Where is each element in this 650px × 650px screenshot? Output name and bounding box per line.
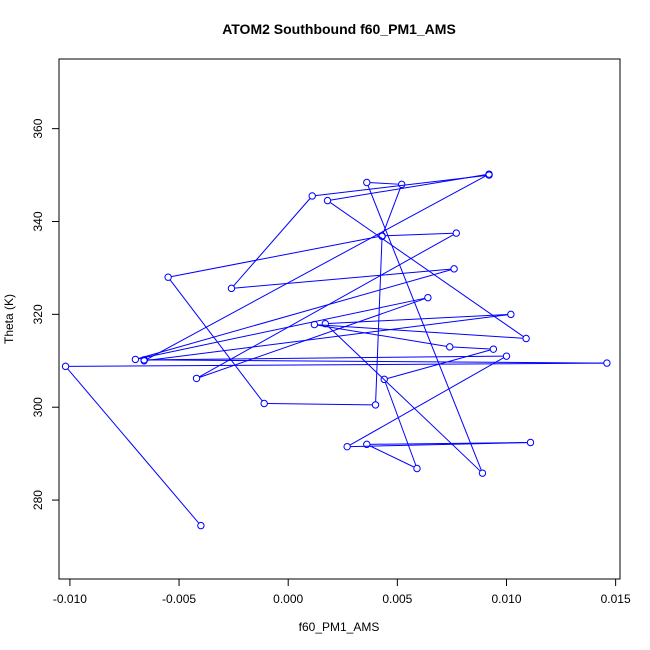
- data-point: [321, 319, 330, 328]
- data-point: [164, 273, 172, 281]
- series-segment: [369, 182, 399, 185]
- data-point: [413, 464, 421, 473]
- data-point: [398, 180, 406, 189]
- y-axis-label: Theta (K): [2, 294, 16, 344]
- data-point: [323, 196, 332, 205]
- series-segment: [138, 297, 425, 360]
- series-segment: [452, 346, 491, 350]
- series-line: [67, 174, 604, 524]
- y-tick-label: 280: [31, 490, 45, 510]
- series-segment: [233, 198, 311, 287]
- data-point: [424, 293, 432, 302]
- x-tick-label: -0.005: [162, 592, 196, 606]
- series-segment: [327, 325, 481, 472]
- data-point: [478, 469, 487, 477]
- chart-title: ATOM2 Southbound f60_PM1_AMS: [222, 21, 456, 37]
- series-segment: [349, 357, 504, 446]
- data-point: [61, 362, 70, 371]
- data-point: [507, 310, 515, 319]
- data-point: [140, 357, 148, 365]
- series-segment: [385, 232, 454, 237]
- data-point: [131, 355, 140, 364]
- series-segment: [315, 174, 486, 197]
- x-axis-label: f60_PM1_AMS: [299, 620, 380, 634]
- y-axis: 280 300 320 340 360: [31, 118, 60, 510]
- y-tick-label: 300: [31, 397, 45, 417]
- x-tick-label: 0.010: [491, 592, 521, 606]
- x-tick-label: 0.005: [382, 592, 412, 606]
- data-point: [446, 343, 454, 351]
- data-point: [485, 171, 493, 179]
- data-point: [526, 438, 535, 447]
- data-point: [197, 521, 205, 530]
- data-point: [452, 229, 460, 237]
- data-point: [380, 375, 388, 384]
- x-axis: -0.010 -0.005 0.000 0.005 0.010 0.015: [53, 578, 631, 606]
- series-segment: [68, 362, 604, 367]
- y-tick-label: 340: [31, 211, 45, 231]
- series-segment: [147, 355, 504, 361]
- series-segment: [329, 202, 524, 338]
- x-tick-label: -0.010: [53, 592, 87, 606]
- series-segment: [171, 236, 380, 278]
- series-segment: [67, 368, 200, 524]
- series-segment: [369, 442, 528, 445]
- data-point: [310, 320, 319, 329]
- data-point: [603, 359, 611, 367]
- series-segment: [147, 359, 604, 364]
- data-point: [192, 374, 201, 383]
- x-tick-label: 0.015: [601, 592, 631, 606]
- data-point: [308, 192, 316, 200]
- data-point: [363, 440, 371, 449]
- series-segment: [146, 175, 487, 360]
- series-segment: [382, 187, 402, 234]
- data-point: [371, 401, 380, 409]
- series-segment: [234, 268, 451, 289]
- x-tick-label: 0.000: [273, 592, 303, 606]
- data-point: [227, 284, 236, 293]
- series-segment: [138, 269, 452, 359]
- series-segment: [369, 445, 415, 468]
- series-segment: [367, 185, 482, 471]
- series-segment: [169, 279, 263, 402]
- data-point: [522, 334, 530, 343]
- series-segment: [375, 239, 383, 402]
- data-point: [260, 399, 268, 408]
- data-point: [378, 232, 386, 240]
- series-segment: [267, 403, 373, 406]
- data-point: [502, 352, 511, 360]
- series-segment: [384, 382, 417, 466]
- series-points: [61, 170, 611, 530]
- series-segment: [317, 324, 523, 339]
- data-point: [343, 442, 351, 451]
- data-point: [363, 178, 371, 187]
- series-segment: [147, 314, 508, 361]
- y-tick-label: 320: [31, 304, 45, 324]
- series-segment: [199, 298, 426, 378]
- series-segment: [199, 234, 454, 378]
- y-tick-label: 360: [31, 118, 45, 138]
- data-point: [450, 265, 458, 273]
- data-point: [489, 345, 498, 353]
